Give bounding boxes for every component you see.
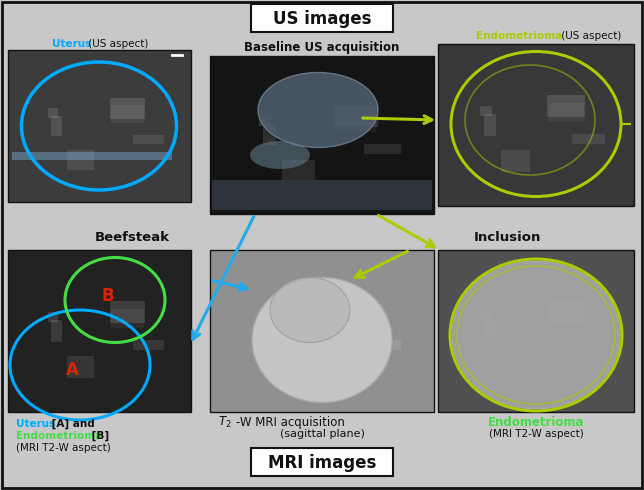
Bar xyxy=(480,105,491,116)
Bar xyxy=(52,116,62,136)
Bar xyxy=(263,320,276,342)
Text: (sagittal plane): (sagittal plane) xyxy=(279,429,365,439)
Text: A: A xyxy=(66,361,79,379)
Bar xyxy=(258,312,271,322)
Bar xyxy=(438,44,634,206)
Bar xyxy=(212,180,432,210)
Bar xyxy=(549,309,583,328)
Bar xyxy=(258,116,271,126)
Bar xyxy=(438,250,634,412)
Text: Beefsteak: Beefsteak xyxy=(95,230,170,244)
Ellipse shape xyxy=(452,261,620,409)
Text: (MRI T2-W aspect): (MRI T2-W aspect) xyxy=(489,429,583,439)
Bar xyxy=(67,150,94,170)
Bar xyxy=(67,356,94,378)
Bar xyxy=(263,124,276,146)
Bar xyxy=(210,250,434,412)
Bar xyxy=(363,144,401,154)
Bar xyxy=(282,356,315,378)
Bar xyxy=(547,95,585,117)
Bar xyxy=(8,250,191,412)
FancyBboxPatch shape xyxy=(251,4,393,32)
Bar xyxy=(111,309,144,328)
FancyBboxPatch shape xyxy=(251,448,393,476)
Text: Uterus: Uterus xyxy=(16,419,55,429)
Ellipse shape xyxy=(252,277,392,402)
Text: [B]: [B] xyxy=(88,431,109,441)
Bar xyxy=(501,356,530,378)
Bar xyxy=(334,105,378,127)
Text: (US aspect): (US aspect) xyxy=(85,39,148,49)
Text: (MRI T2-W aspect): (MRI T2-W aspect) xyxy=(16,443,111,453)
Bar xyxy=(363,340,401,350)
Text: Uterus: Uterus xyxy=(52,39,91,49)
Bar xyxy=(48,108,58,118)
Ellipse shape xyxy=(258,73,378,147)
Text: (US aspect): (US aspect) xyxy=(558,31,621,41)
Bar xyxy=(109,98,146,119)
Bar xyxy=(133,135,164,144)
Text: US images: US images xyxy=(273,10,371,28)
Bar xyxy=(336,309,377,328)
Bar xyxy=(48,312,58,322)
Text: Endometrioma: Endometrioma xyxy=(16,431,102,441)
Bar xyxy=(334,301,378,323)
Bar xyxy=(12,152,172,160)
Bar xyxy=(484,320,496,342)
Bar xyxy=(109,301,146,323)
Text: Endometrioma: Endometrioma xyxy=(488,416,584,428)
Text: -W MRI acquisition: -W MRI acquisition xyxy=(236,416,345,428)
Bar xyxy=(480,312,491,322)
Text: B: B xyxy=(102,287,115,305)
Text: [A] and: [A] and xyxy=(48,419,95,429)
Bar xyxy=(210,56,434,214)
Text: $T_2$: $T_2$ xyxy=(218,415,232,430)
Bar xyxy=(547,301,585,323)
Text: Endometrioma: Endometrioma xyxy=(476,31,562,41)
Bar xyxy=(501,150,530,172)
Ellipse shape xyxy=(270,277,350,343)
Bar xyxy=(549,103,583,122)
Bar xyxy=(573,340,605,350)
Bar xyxy=(111,105,144,123)
Bar xyxy=(52,320,62,342)
Bar xyxy=(484,114,496,136)
Text: MRI images: MRI images xyxy=(268,454,376,472)
Bar xyxy=(336,113,377,132)
Bar xyxy=(8,50,191,202)
Text: Inclusion: Inclusion xyxy=(474,230,542,244)
Ellipse shape xyxy=(250,141,310,169)
Bar xyxy=(282,160,315,180)
Bar xyxy=(133,340,164,350)
Text: Baseline US acquisition: Baseline US acquisition xyxy=(244,42,400,54)
Bar xyxy=(573,134,605,145)
